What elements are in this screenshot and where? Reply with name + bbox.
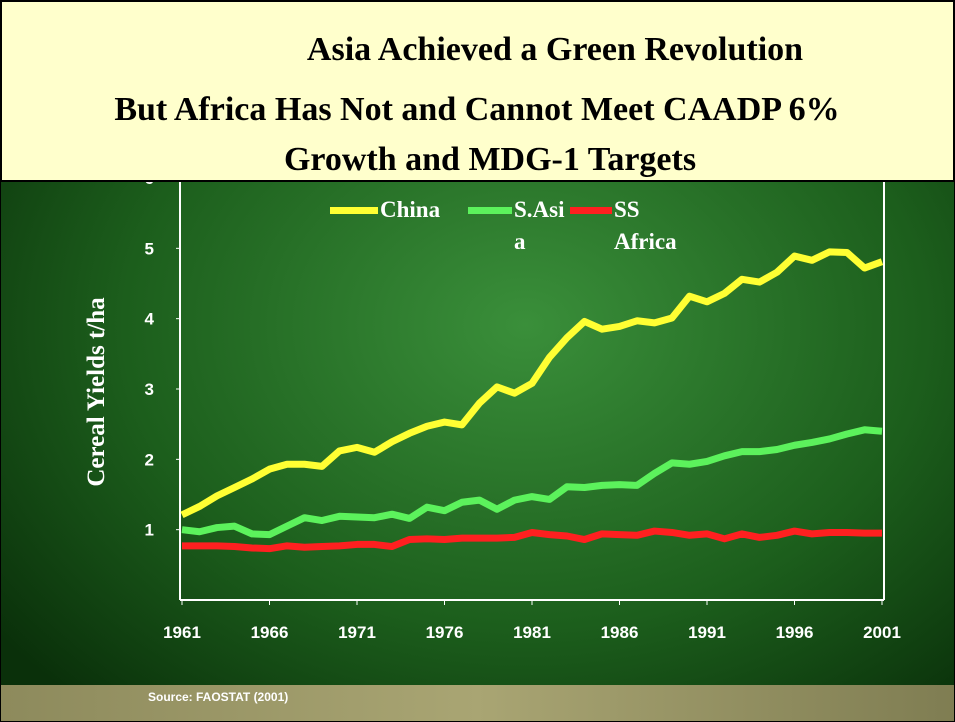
y-axis-label: Cereal Yields t/ha (83, 297, 110, 487)
source: Source: FAOSTAT (2001) (148, 690, 288, 704)
chart-title: Asia Achieved a Green Revolution (307, 31, 803, 68)
x-tick-label: 1996 (776, 623, 814, 642)
x-tick-label: 2001 (863, 623, 901, 642)
series-line (182, 527, 882, 553)
legend-swatch (330, 207, 378, 214)
legend-label: S.Asia (514, 197, 565, 254)
y-tick-label: 2 (145, 450, 154, 469)
x-tick-label: 1961 (163, 623, 201, 642)
x-tick-label: 1981 (513, 623, 551, 642)
legend-swatch (468, 207, 512, 214)
x-tick-label: 1976 (426, 623, 464, 642)
chart-title: Growth and MDG-1 Targets (284, 141, 696, 178)
y-tick-label: 3 (145, 380, 154, 399)
y-tick-label: 4 (145, 310, 155, 329)
series-line (180, 248, 884, 519)
y-tick-label: 1 (145, 521, 154, 540)
x-tick-label: 1971 (338, 623, 376, 642)
title-box (0, 0, 955, 182)
x-tick-label: 1986 (601, 623, 639, 642)
series-line (181, 426, 883, 539)
chart-title: But Africa Has Not and Cannot Meet CAADP… (114, 91, 839, 128)
y-tick-label: 5 (145, 239, 154, 258)
footer-strip (0, 685, 955, 722)
legend-swatch (570, 207, 612, 214)
x-tick-label: 1991 (688, 623, 726, 642)
x-tick-label: 1966 (251, 623, 289, 642)
legend-label: SS Africa (614, 197, 677, 254)
legend-label: China (380, 197, 441, 222)
